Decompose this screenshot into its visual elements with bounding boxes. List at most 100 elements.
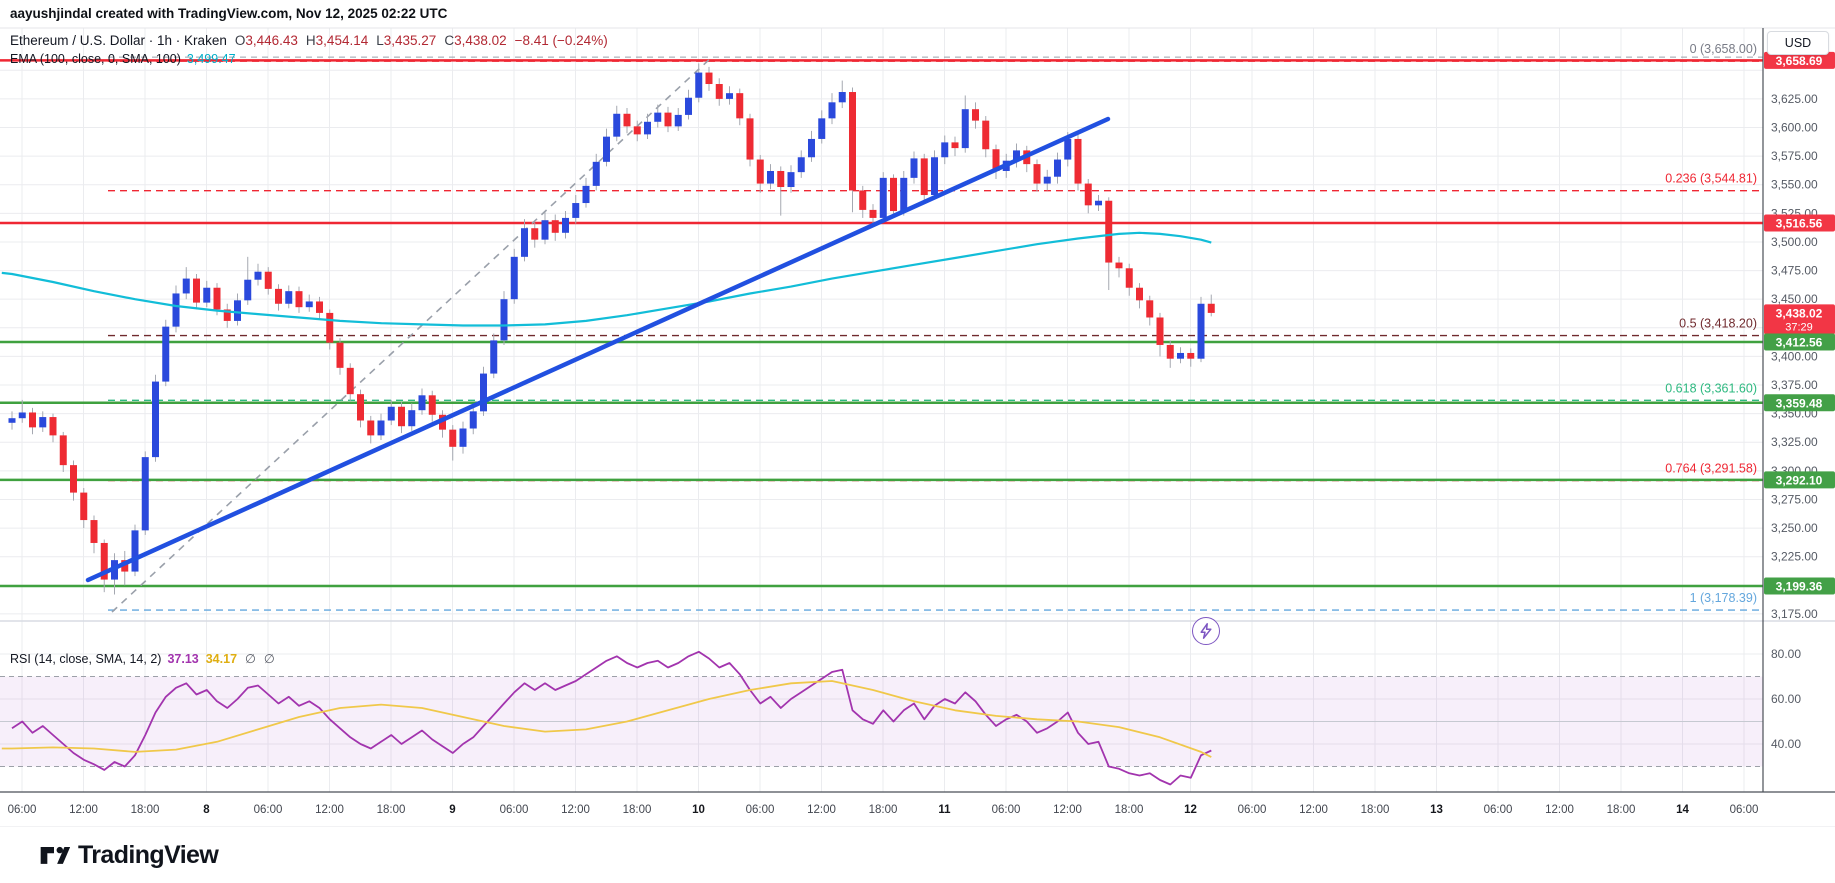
lightning-icon[interactable]: [1192, 617, 1220, 645]
rsi-band: [0, 676, 1763, 767]
fib-label-0.618: 0.618 (3,361.60): [1665, 381, 1757, 395]
svg-text:37:29: 37:29: [1785, 321, 1813, 333]
svg-text:3,325.00: 3,325.00: [1771, 435, 1818, 449]
svg-text:12:00: 12:00: [1299, 804, 1328, 816]
price-tag: [1764, 394, 1835, 412]
tradingview-logo-text[interactable]: TradingView: [78, 840, 219, 869]
svg-text:18:00: 18:00: [623, 804, 652, 816]
svg-text:3,600.00: 3,600.00: [1771, 121, 1818, 135]
svg-text:3,475.00: 3,475.00: [1771, 264, 1818, 278]
svg-text:40.00: 40.00: [1771, 737, 1801, 751]
svg-text:9: 9: [449, 804, 455, 816]
svg-text:18:00: 18:00: [1607, 804, 1636, 816]
svg-text:06:00: 06:00: [1238, 804, 1267, 816]
svg-text:12: 12: [1184, 804, 1197, 816]
rsi-ma-value: 34.17: [205, 652, 238, 666]
svg-text:3,199.36: 3,199.36: [1776, 580, 1823, 594]
svg-text:12:00: 12:00: [807, 804, 836, 816]
svg-text:3,575.00: 3,575.00: [1771, 149, 1818, 163]
price-axis[interactable]: 3,625.003,600.003,575.003,550.003,525.00…: [1764, 51, 1835, 751]
fib-label-0.5: 0.5 (3,418.20): [1679, 317, 1757, 331]
open-value: 3,446.43: [245, 33, 298, 48]
svg-text:14: 14: [1676, 804, 1689, 816]
svg-text:06:00: 06:00: [1484, 804, 1513, 816]
price-tag: [1764, 51, 1835, 69]
svg-text:3,275.00: 3,275.00: [1771, 492, 1818, 506]
svg-text:18:00: 18:00: [1361, 804, 1390, 816]
price-tag: [1764, 471, 1835, 489]
time-axis[interactable]: 06:00 12:00 18:00 8 06:00 12:00 18:00 9 06:00 12:…: [8, 804, 1759, 816]
price-tag: [1764, 214, 1835, 232]
svg-text:06:00: 06:00: [8, 804, 37, 816]
horizontal-levels[interactable]: [0, 59, 1763, 588]
svg-text:18:00: 18:00: [377, 804, 406, 816]
price-tag: [1764, 577, 1835, 595]
svg-text:18:00: 18:00: [1115, 804, 1144, 816]
rsi-legend[interactable]: RSI (14, close, SMA, 14, 2) 37.13 34.17 ∅ ∅: [10, 651, 275, 666]
lightning-bolt-glyph: [1200, 623, 1212, 639]
rsi-lower-band-empty: ∅: [263, 652, 275, 666]
tradingview-logo-icon[interactable]: [38, 839, 70, 871]
rsi-lines: [1, 650, 1212, 786]
ema-legend[interactable]: EMA (100, close, 0, SMA, 100) 3,499.47: [10, 52, 236, 66]
svg-text:3,516.56: 3,516.56: [1776, 217, 1823, 231]
svg-text:06:00: 06:00: [992, 804, 1021, 816]
close-value: 3,438.02: [454, 33, 507, 48]
svg-text:3,292.10: 3,292.10: [1776, 473, 1823, 487]
svg-text:8: 8: [203, 804, 210, 816]
svg-text:3,658.69: 3,658.69: [1776, 54, 1823, 68]
svg-text:12:00: 12:00: [1545, 804, 1574, 816]
svg-text:60.00: 60.00: [1771, 692, 1801, 706]
chart-canvas[interactable]: 0 (3,658.00) 0.236 (3,544.81) 0.5 (3,418.2…: [0, 0, 1835, 830]
svg-text:3,550.00: 3,550.00: [1771, 178, 1818, 192]
symbol-legend[interactable]: Ethereum / U.S. Dollar · 1h · Kraken O3,4…: [10, 33, 608, 48]
svg-text:3,500.00: 3,500.00: [1771, 235, 1818, 249]
svg-text:18:00: 18:00: [869, 804, 898, 816]
rsi-title: RSI (14, close, SMA, 14, 2): [10, 652, 162, 666]
svg-text:3,225.00: 3,225.00: [1771, 550, 1818, 564]
high-key: H: [305, 33, 316, 48]
svg-text:3,400.00: 3,400.00: [1771, 349, 1818, 363]
rsi-upper-band-empty: ∅: [245, 652, 256, 666]
svg-text:06:00: 06:00: [746, 804, 775, 816]
svg-text:06:00: 06:00: [1730, 804, 1759, 816]
svg-text:13: 13: [1430, 804, 1443, 816]
change-value: −8.41 (−0.24%): [514, 33, 608, 48]
currency-toggle-button[interactable]: USD: [1767, 31, 1829, 55]
svg-text:80.00: 80.00: [1771, 647, 1801, 661]
ema-title: EMA (100, close, 0, SMA, 100): [10, 52, 181, 66]
svg-text:12:00: 12:00: [561, 804, 590, 816]
svg-text:18:00: 18:00: [131, 804, 160, 816]
fib-label-1: 1 (3,178.39): [1690, 591, 1757, 605]
svg-text:12:00: 12:00: [315, 804, 344, 816]
svg-text:3,375.00: 3,375.00: [1771, 378, 1818, 392]
footer-bar: TradingView: [0, 827, 1835, 883]
low-key: L: [376, 33, 384, 48]
ema-line: [1, 231, 1212, 327]
close-key: C: [444, 33, 455, 48]
svg-text:3,250.00: 3,250.00: [1771, 521, 1818, 535]
candles: [8, 63, 1215, 595]
svg-text:3,438.02: 3,438.02: [1776, 306, 1823, 320]
svg-text:06:00: 06:00: [254, 804, 283, 816]
svg-text:3,412.56: 3,412.56: [1776, 336, 1823, 350]
fib-diagonal[interactable]: [111, 56, 713, 613]
symbol-title[interactable]: Ethereum / U.S. Dollar · 1h · Kraken: [10, 33, 227, 48]
fib-retracement[interactable]: 0 (3,658.00) 0.236 (3,544.81) 0.5 (3,418.2…: [108, 42, 1763, 611]
svg-text:06:00: 06:00: [500, 804, 529, 816]
rsi-value: 37.13: [167, 652, 199, 666]
credit-line: aayushjindal created with TradingView.co…: [10, 6, 448, 21]
svg-text:11: 11: [938, 804, 951, 816]
svg-text:3,175.00: 3,175.00: [1771, 607, 1818, 621]
trendline-support[interactable]: [85, 116, 1111, 583]
ema-value: 3,499.47: [186, 52, 236, 66]
high-value: 3,454.14: [315, 33, 369, 48]
svg-text:10: 10: [692, 804, 705, 816]
grid: [0, 28, 1763, 792]
svg-text:3,359.48: 3,359.48: [1776, 396, 1823, 410]
svg-text:12:00: 12:00: [1053, 804, 1082, 816]
low-value: 3,435.27: [383, 33, 437, 48]
fib-label-0.236: 0.236 (3,544.81): [1665, 172, 1757, 186]
price-tag: [1764, 333, 1835, 351]
